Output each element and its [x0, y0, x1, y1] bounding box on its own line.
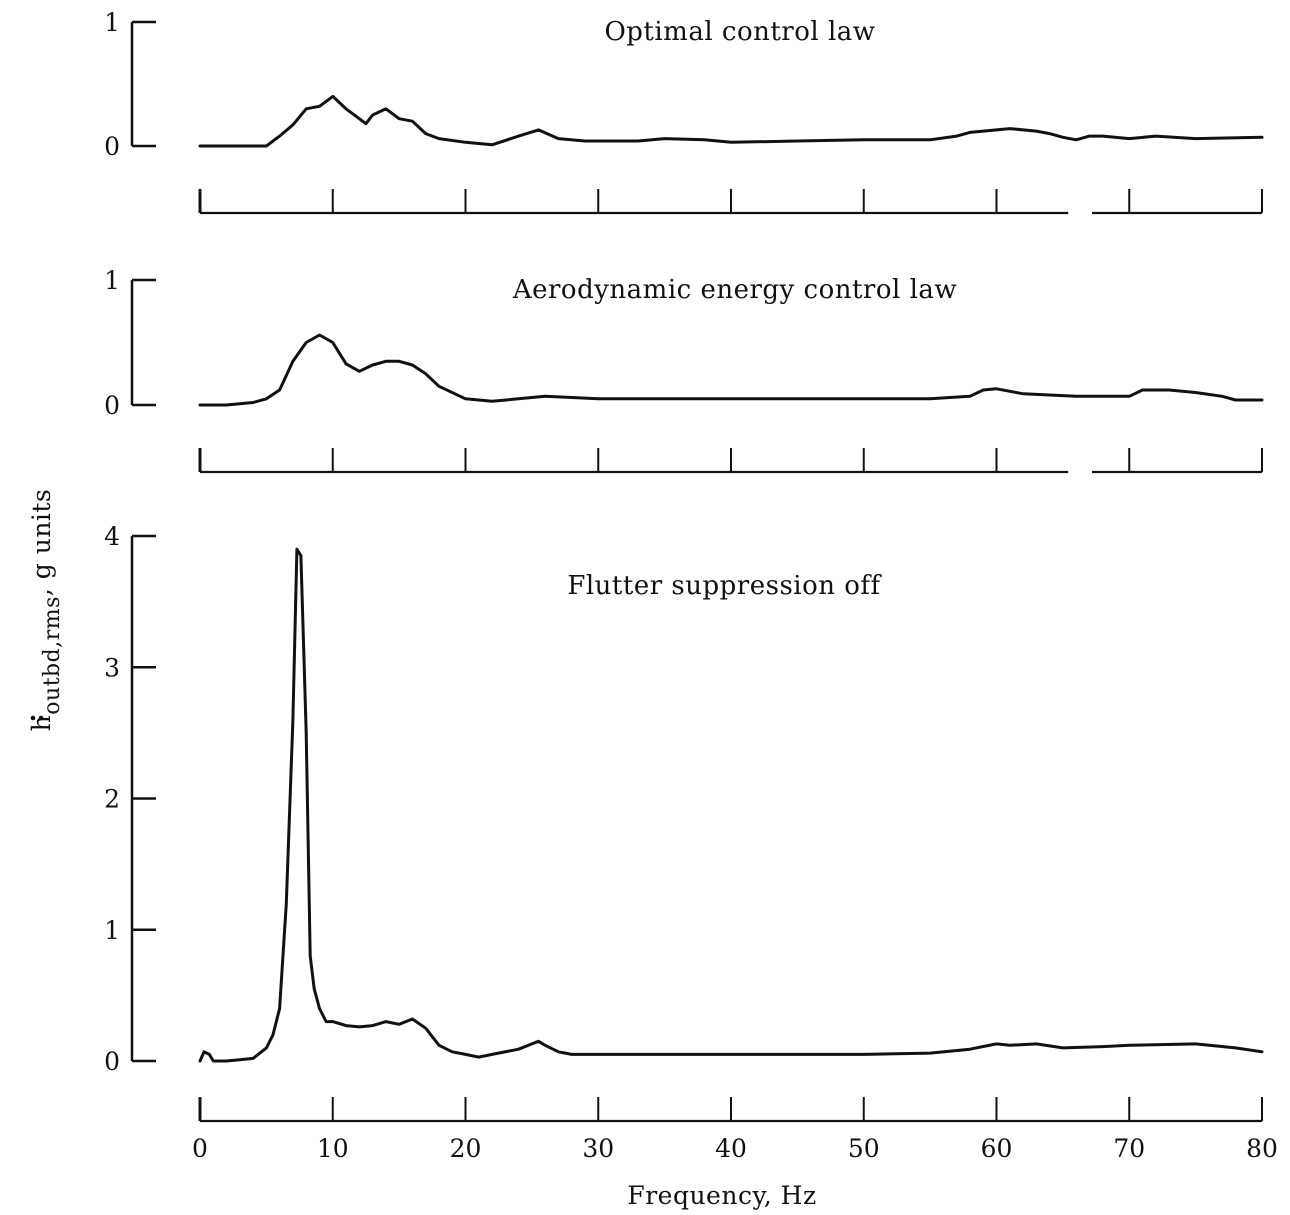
y-tick-label: 0 [104, 132, 120, 161]
x-axis-label: Frequency, Hz [627, 1181, 816, 1210]
double-dot-icon [38, 715, 44, 721]
y-tick-label: 0 [104, 391, 120, 420]
series-line [198, 333, 1264, 407]
panel-aerodynamic-energy: Aerodynamic energy control law 0 1 [104, 266, 1264, 474]
series-line [198, 547, 1264, 1063]
y-tick-label: 1 [104, 8, 120, 37]
panel-title: Flutter suppression off [567, 571, 882, 601]
y-tick-label: 1 [104, 916, 120, 945]
y-axis-label: houtbd,rms, g units [27, 489, 65, 732]
x-tick-label: 50 [848, 1134, 880, 1163]
y-tick-label: 0 [104, 1047, 120, 1076]
y-tick-label: 1 [104, 266, 120, 295]
svg-text:houtbd,rms, g units: houtbd,rms, g units [27, 489, 65, 732]
x-tick-label: 20 [450, 1134, 482, 1163]
double-dot-icon [30, 715, 36, 721]
y-tick-label: 4 [104, 522, 120, 551]
x-tick-label: 10 [317, 1134, 349, 1163]
y-axis-label-subscript: outbd,rms [40, 596, 65, 715]
x-tick-label: 60 [981, 1134, 1013, 1163]
panel-optimal-control: Optimal control law 0 1 [104, 8, 1264, 215]
x-tick-label: 40 [715, 1134, 747, 1163]
x-tick-label: 30 [582, 1134, 614, 1163]
y-tick-label: 3 [104, 653, 120, 682]
series-line [198, 94, 1264, 148]
x-tick-label: 80 [1246, 1134, 1278, 1163]
x-tick-label: 70 [1113, 1134, 1145, 1163]
x-tick-label: 0 [192, 1134, 208, 1163]
y-tick-label: 2 [104, 785, 120, 814]
panel-title: Optimal control law [604, 17, 875, 47]
y-axis-label-units: , g units [27, 489, 56, 596]
panel-title: Aerodynamic energy control law [512, 275, 957, 305]
